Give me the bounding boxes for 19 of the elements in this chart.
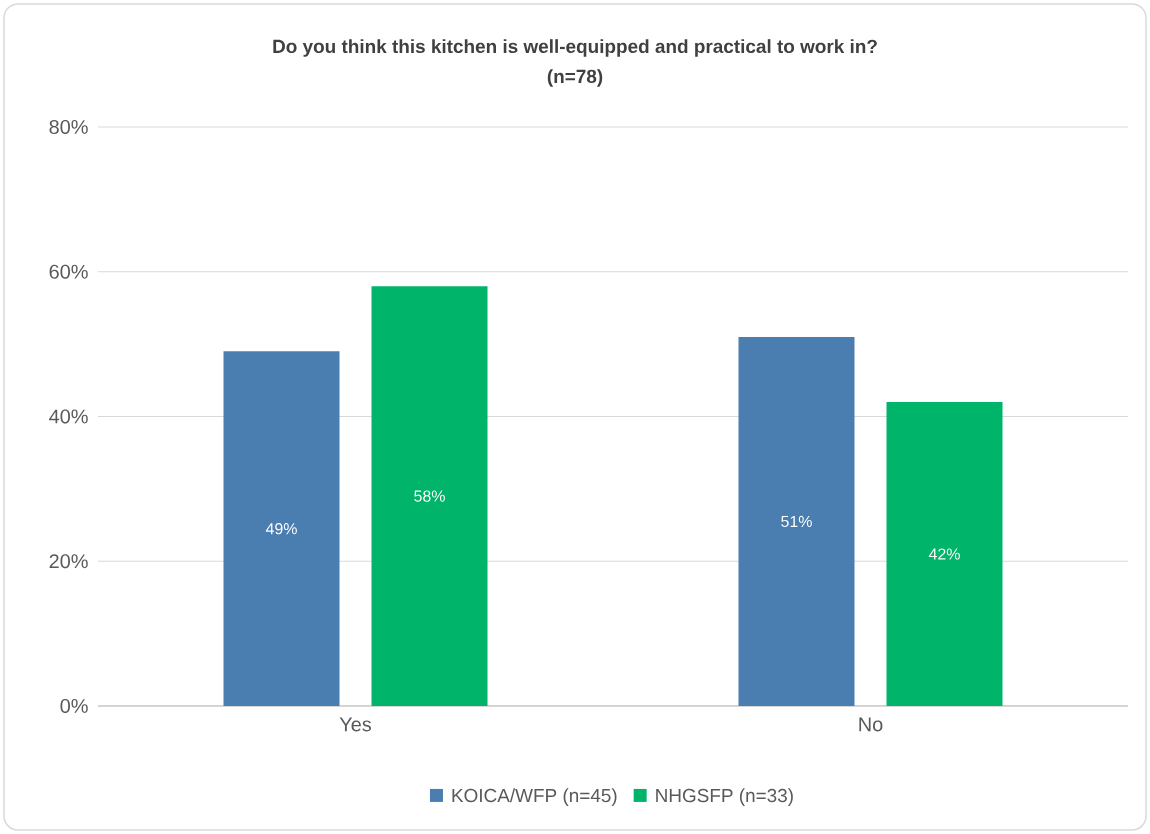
bar — [886, 402, 1003, 706]
bar — [223, 351, 340, 706]
chart-title: Do you think this kitchen is well-equipped and practical to work in? — [273, 39, 877, 57]
y-tick-label: 60% — [49, 264, 88, 279]
y-tick-label: 0% — [60, 698, 88, 714]
data-label: 49% — [265, 523, 297, 535]
data-label: 51% — [781, 515, 812, 528]
x-tick-label: No — [859, 717, 883, 732]
data-label: 42% — [928, 548, 960, 560]
data-label: 58% — [414, 490, 445, 502]
y-tick-label: 40% — [49, 409, 88, 424]
legend-label: KOICA/WFP (n=45) — [452, 788, 617, 806]
x-tick-label: Yes — [339, 717, 372, 732]
y-tick-label: 80% — [49, 119, 88, 135]
y-tick-label: 20% — [49, 554, 88, 569]
bar — [371, 286, 488, 706]
legend-label: NHGSFP (n=33) — [656, 788, 793, 806]
bar — [738, 336, 855, 706]
chart-subtitle: (n=78) — [547, 69, 603, 87]
